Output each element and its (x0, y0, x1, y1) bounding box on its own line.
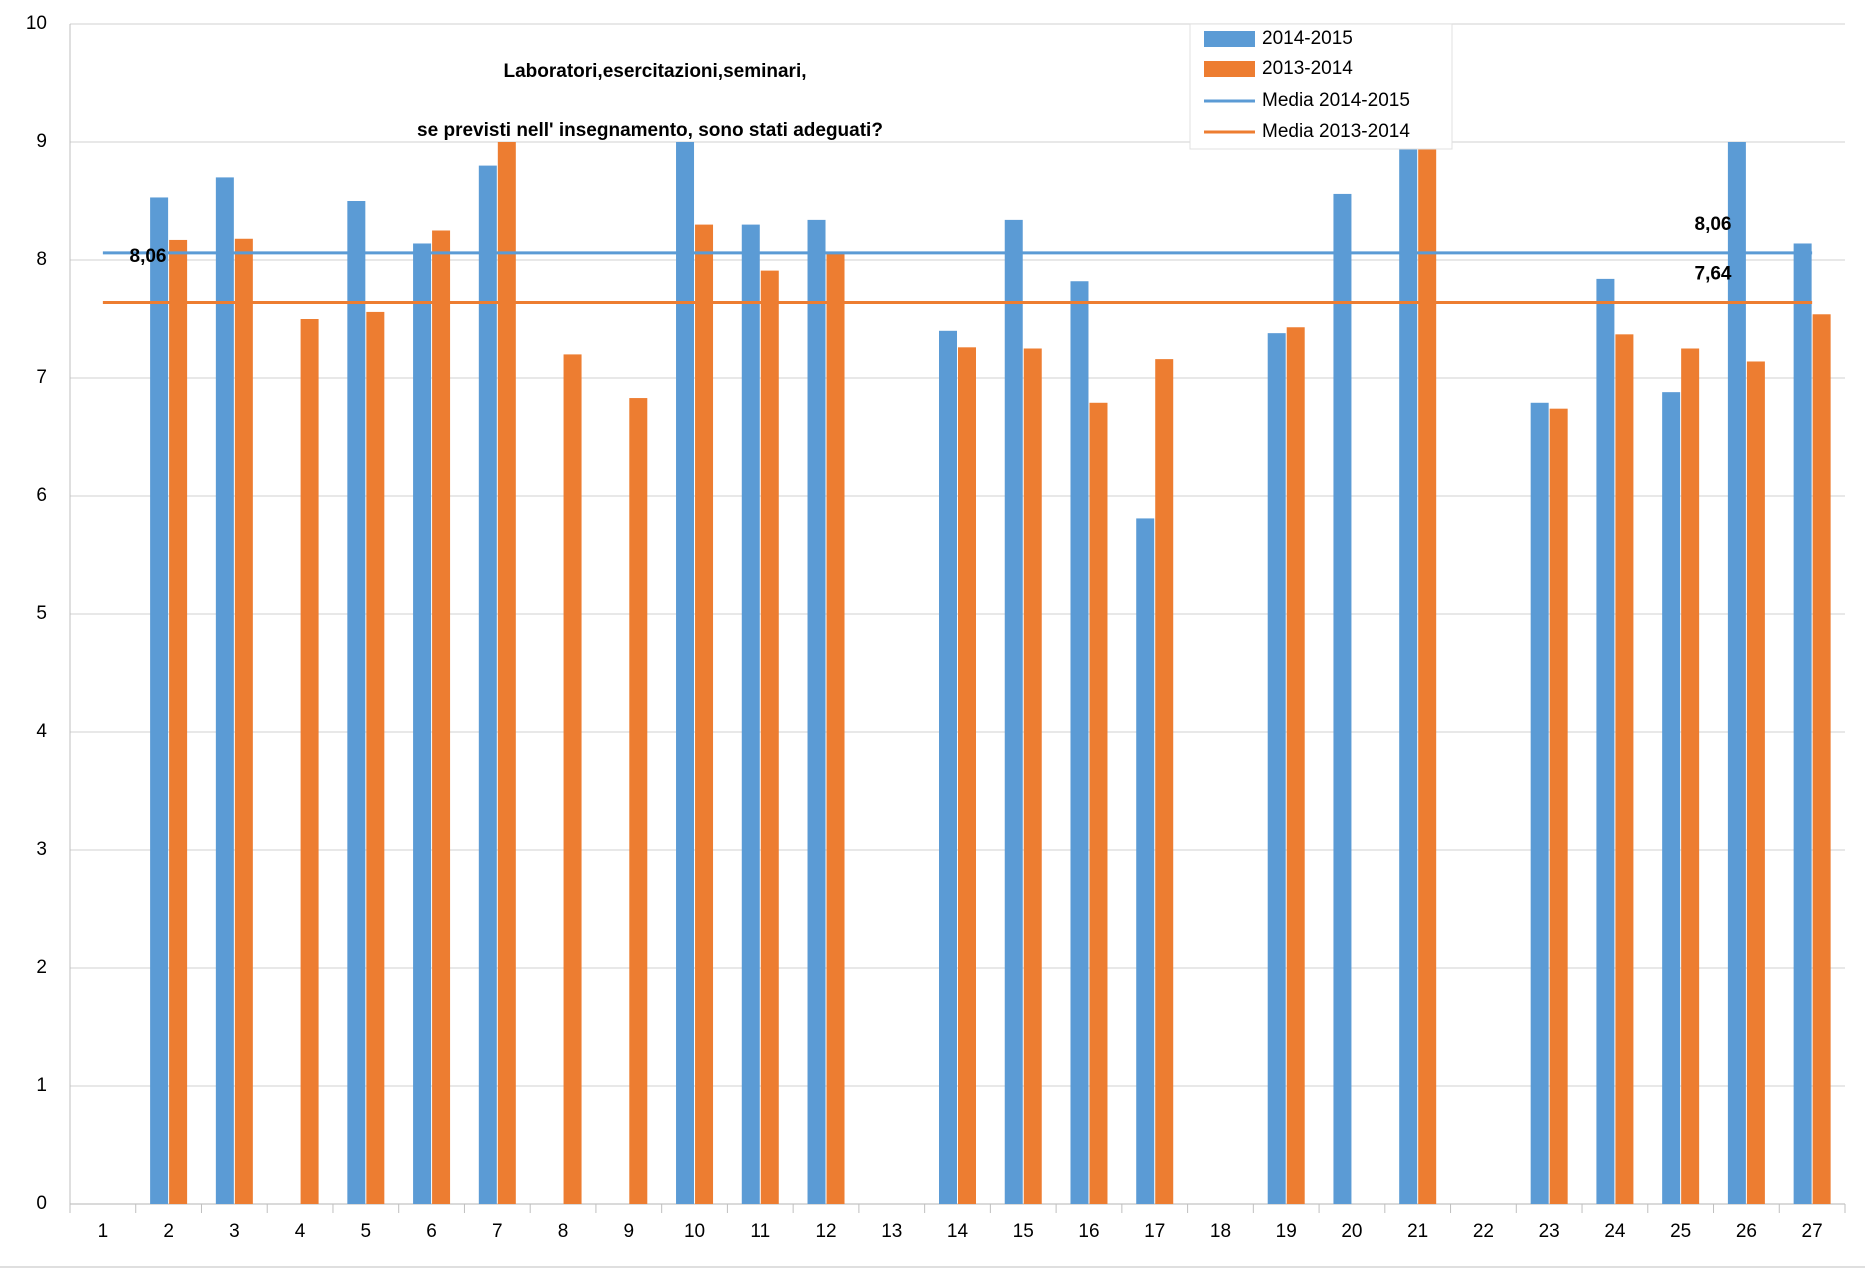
bar (1530, 402, 1549, 1204)
bar (1333, 193, 1352, 1205)
x-tick-label: 2 (163, 1221, 174, 1242)
x-tick-label: 26 (1736, 1221, 1757, 1242)
bar (1399, 149, 1418, 1205)
x-tick-label: 25 (1670, 1221, 1691, 1242)
legend-swatch (1204, 31, 1255, 47)
y-tick-label: 5 (36, 603, 47, 624)
legend-label: Media 2013-2014 (1262, 121, 1410, 142)
x-tick-label: 14 (947, 1221, 969, 1242)
y-tick-label: 10 (26, 13, 47, 34)
y-tick-label: 9 (36, 131, 47, 152)
y-tick-label: 3 (36, 839, 47, 860)
chart-title: se previsti nell' insegnamento, sono sta… (417, 120, 883, 141)
mean-label: 7,64 (1695, 263, 1732, 284)
x-tick-label: 12 (815, 1221, 836, 1242)
bar (1549, 408, 1568, 1204)
bar (563, 354, 582, 1204)
x-tick-label: 17 (1144, 1221, 1165, 1242)
bar (169, 239, 188, 1204)
bar (1136, 518, 1155, 1204)
x-tick-label: 8 (558, 1221, 569, 1242)
bar (478, 165, 497, 1205)
bar (432, 230, 451, 1204)
y-tick-label: 6 (36, 485, 47, 506)
bar (760, 270, 779, 1204)
x-tick-label: 7 (492, 1221, 503, 1242)
bar (1681, 348, 1700, 1204)
y-tick-label: 1 (36, 1075, 47, 1096)
mean-label: 8,06 (130, 246, 167, 267)
bar (695, 224, 714, 1205)
mean-label: 8,06 (1695, 214, 1732, 235)
bar (741, 224, 760, 1205)
y-tick-label: 7 (36, 367, 47, 388)
bar (676, 142, 695, 1204)
bar (939, 330, 957, 1204)
x-tick-label: 1 (98, 1221, 109, 1242)
x-tick-label: 20 (1341, 1221, 1362, 1242)
legend-label: 2013-2014 (1262, 58, 1353, 79)
x-tick-label: 10 (684, 1221, 705, 1242)
bar (497, 142, 516, 1204)
bar (150, 197, 169, 1204)
x-tick-label: 5 (361, 1221, 372, 1242)
y-tick-label: 8 (36, 249, 47, 270)
bar (1418, 149, 1437, 1205)
x-tick-label: 18 (1210, 1221, 1231, 1242)
bar (1070, 281, 1089, 1204)
bar (300, 319, 319, 1204)
bar (1615, 334, 1634, 1205)
x-tick-label: 11 (750, 1221, 770, 1242)
y-tick-label: 4 (36, 721, 47, 742)
bar (347, 201, 366, 1204)
bar (1267, 333, 1286, 1204)
x-tick-label: 22 (1473, 1221, 1494, 1242)
bar (1596, 278, 1615, 1204)
x-tick-label: 27 (1802, 1221, 1823, 1242)
legend-swatch (1204, 61, 1255, 77)
bar (958, 347, 976, 1204)
x-tick-label: 21 (1407, 1221, 1428, 1242)
x-tick-label: 24 (1604, 1221, 1626, 1242)
x-tick-label: 15 (1013, 1221, 1034, 1242)
bar (1662, 392, 1681, 1204)
chart-title: Laboratori,esercitazioni,seminari, (503, 61, 806, 82)
y-tick-label: 0 (36, 1193, 47, 1214)
y-tick-label: 2 (36, 957, 47, 978)
x-tick-label: 9 (624, 1221, 635, 1242)
bar (1155, 359, 1174, 1204)
bar (1746, 361, 1765, 1205)
bar (826, 252, 845, 1205)
bar (1812, 314, 1831, 1204)
legend-label: Media 2014-2015 (1262, 90, 1410, 111)
bar (1793, 243, 1812, 1205)
x-tick-label: 23 (1539, 1221, 1560, 1242)
bar (366, 311, 385, 1204)
x-tick-label: 16 (1078, 1221, 1099, 1242)
bar (234, 238, 253, 1204)
x-tick-label: 6 (426, 1221, 437, 1242)
x-tick-label: 3 (229, 1221, 240, 1242)
bar (1004, 219, 1023, 1204)
bar (1023, 348, 1042, 1204)
bar (807, 219, 826, 1204)
x-tick-label: 4 (295, 1221, 306, 1242)
bar (215, 177, 234, 1204)
bar (1089, 402, 1108, 1204)
bar (629, 398, 648, 1204)
bar (413, 243, 432, 1205)
bar (1727, 142, 1746, 1204)
x-tick-label: 13 (881, 1221, 902, 1242)
bar (1286, 327, 1305, 1204)
x-tick-label: 19 (1276, 1221, 1297, 1242)
legend-label: 2014-2015 (1262, 28, 1353, 49)
